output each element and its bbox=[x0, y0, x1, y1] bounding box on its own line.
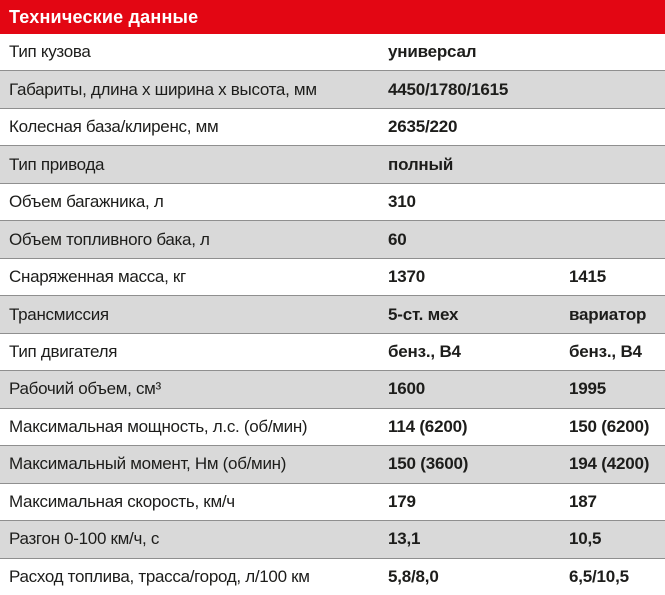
row-value-2: 1415 bbox=[569, 267, 607, 287]
table-row: Максимальный момент, Нм (об/мин) 150 (360… bbox=[0, 446, 665, 484]
table-title-bar: Технические данные bbox=[0, 0, 665, 34]
row-value-1: 310 bbox=[388, 192, 416, 212]
row-label: Снаряженная масса, кг bbox=[9, 267, 186, 287]
row-label: Максимальный момент, Нм (об/мин) bbox=[9, 454, 287, 474]
row-label: Максимальная скорость, км/ч bbox=[9, 491, 235, 511]
table-title: Технические данные bbox=[9, 6, 199, 27]
table-row: Объем багажника, л 310 bbox=[0, 183, 665, 222]
row-value-2: 187 bbox=[569, 491, 597, 511]
row-value-1: полный bbox=[388, 154, 454, 174]
row-value-1: 60 bbox=[388, 229, 407, 249]
row-label: Тип двигателя bbox=[9, 341, 118, 361]
row-label: Максимальная мощность, л.с. (об/мин) bbox=[9, 416, 308, 436]
row-value-1: 5,8/8,0 bbox=[388, 566, 439, 586]
row-label: Тип привода bbox=[9, 154, 105, 174]
row-label: Трансмиссия bbox=[9, 304, 109, 324]
table-row: Тип привода полный bbox=[0, 146, 665, 184]
row-label: Рабочий объем, см³ bbox=[9, 379, 161, 399]
table-row: Трансмиссия 5-ст. мех вариатор bbox=[0, 296, 665, 334]
table-row: Габариты, длина х ширина х высота, мм 445… bbox=[0, 71, 665, 109]
row-value-1: 1600 bbox=[388, 379, 426, 399]
row-label: Расход топлива, трасса/город, л/100 км bbox=[9, 566, 310, 586]
row-value-1: 114 (6200) bbox=[388, 416, 468, 436]
row-value-2: 10,5 bbox=[569, 529, 602, 549]
row-value-2: 194 (4200) bbox=[569, 454, 650, 474]
table-row: Объем топливного бака, л 60 bbox=[0, 221, 665, 259]
table-row: Колесная база/клиренс, мм 2635/220 bbox=[0, 108, 665, 147]
row-label: Объем багажника, л bbox=[9, 192, 164, 212]
row-value-2: 1995 bbox=[569, 379, 607, 399]
table-row: Тип двигателя бенз., В4 бенз., В4 bbox=[0, 333, 665, 372]
row-label: Габариты, длина х ширина х высота, мм bbox=[9, 79, 317, 99]
row-value-1: 4450/1780/1615 bbox=[388, 79, 509, 99]
row-value-2: 150 (6200) bbox=[569, 416, 650, 436]
row-value-1: 13,1 bbox=[388, 529, 421, 549]
row-label: Разгон 0-100 км/ч, с bbox=[9, 529, 160, 549]
row-label: Тип кузова bbox=[9, 42, 91, 62]
table-row: Снаряженная масса, кг 1370 1415 bbox=[0, 258, 665, 297]
row-value-1: 150 (3600) bbox=[388, 454, 469, 474]
table-row: Разгон 0-100 км/ч, с 13,1 10,5 bbox=[0, 521, 665, 559]
row-value-1: бенз., В4 bbox=[388, 341, 461, 361]
table-row: Максимальная скорость, км/ч 179 187 bbox=[0, 483, 665, 522]
row-value-1: 1370 bbox=[388, 267, 426, 287]
table-row: Рабочий объем, см³ 1600 1995 bbox=[0, 371, 665, 409]
row-label: Колесная база/клиренс, мм bbox=[9, 117, 219, 137]
row-label: Объем топливного бака, л bbox=[9, 229, 210, 249]
row-value-2: 6,5/10,5 bbox=[569, 566, 629, 586]
table-row: Тип кузова универсал bbox=[0, 34, 665, 72]
table-row: Расход топлива, трасса/город, л/100 км 5,… bbox=[0, 558, 665, 595]
row-value-1: 5-ст. мех bbox=[388, 304, 459, 324]
table-body: Тип кузова универсал Габариты, длина х шир… bbox=[0, 34, 665, 595]
table-row: Максимальная мощность, л.с. (об/мин) 114 … bbox=[0, 408, 665, 447]
row-value-2: бенз., В4 bbox=[569, 341, 642, 361]
row-value-1: 179 bbox=[388, 491, 416, 511]
row-value-1: 2635/220 bbox=[388, 117, 458, 137]
row-value-2: вариатор bbox=[569, 304, 647, 324]
row-value-1: универсал bbox=[388, 42, 477, 62]
